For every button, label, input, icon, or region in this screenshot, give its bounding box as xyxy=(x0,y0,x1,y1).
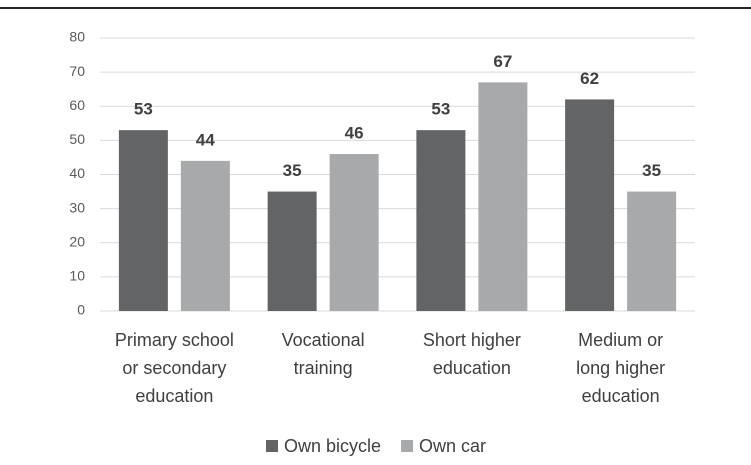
y-tick-label: 30 xyxy=(69,199,85,215)
y-tick-label: 80 xyxy=(69,29,85,45)
bar xyxy=(478,82,528,311)
bar xyxy=(329,154,379,311)
x-tick-label: Primary school or secondary education xyxy=(115,330,234,406)
value-label: 67 xyxy=(493,52,512,71)
value-label: 53 xyxy=(431,100,450,119)
y-tick-label: 0 xyxy=(77,302,85,318)
y-tick-label: 40 xyxy=(69,165,85,181)
bar xyxy=(267,191,317,311)
y-tick-label: 50 xyxy=(69,131,85,147)
bar xyxy=(180,160,230,311)
value-label: 44 xyxy=(196,130,215,149)
value-label: 62 xyxy=(580,69,599,88)
legend-swatch xyxy=(401,440,414,452)
bar xyxy=(416,130,466,311)
bar xyxy=(118,130,168,311)
legend-label: Own bicycle xyxy=(284,436,381,456)
bar xyxy=(565,99,615,311)
y-tick-label: 20 xyxy=(69,233,85,249)
y-tick-label: 10 xyxy=(69,268,85,284)
x-tick-label: Medium or long higher education xyxy=(576,330,665,406)
legend-swatch xyxy=(266,440,278,452)
bar xyxy=(627,191,677,311)
value-label: 53 xyxy=(134,100,153,119)
y-tick-label: 70 xyxy=(69,63,85,79)
value-label: 35 xyxy=(283,161,302,180)
x-tick-label: Vocational training xyxy=(282,330,365,378)
legend-label: Own car xyxy=(419,436,486,456)
y-tick-label: 60 xyxy=(69,97,85,113)
x-tick-label: Short higher education xyxy=(423,330,521,378)
value-label: 35 xyxy=(642,161,661,180)
value-label: 46 xyxy=(345,124,364,143)
